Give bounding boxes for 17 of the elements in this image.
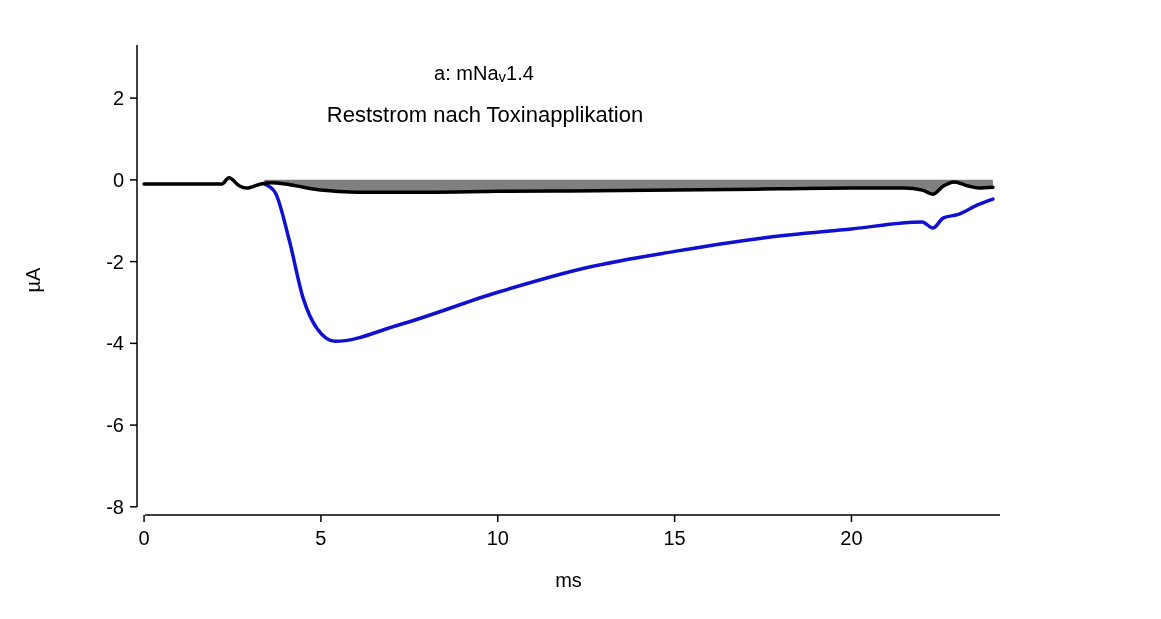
y-tick-label: -8	[106, 495, 124, 518]
x-tick-label: 15	[663, 527, 686, 549]
line-series	[262, 182, 995, 344]
y-tick-label: -4	[106, 332, 124, 355]
x-tick-label: 10	[486, 527, 509, 549]
y-tick-label: -6	[106, 414, 124, 437]
x-tick-label: 20	[840, 527, 863, 549]
x-tick-label: 5	[315, 527, 327, 549]
x-axis-title: ms	[555, 569, 582, 591]
y-axis-title: µA	[22, 266, 44, 293]
annotation: a: mNa$_{v}$1.4	[434, 62, 534, 86]
y-tick-label: 2	[112, 87, 124, 110]
y-tick-label: 0	[112, 168, 124, 191]
x-tick-label: 0	[138, 527, 150, 549]
line-series	[142, 176, 995, 196]
y-tick-label: -2	[106, 250, 124, 273]
annotation: Reststrom nach Toxinapplikation	[326, 102, 644, 127]
